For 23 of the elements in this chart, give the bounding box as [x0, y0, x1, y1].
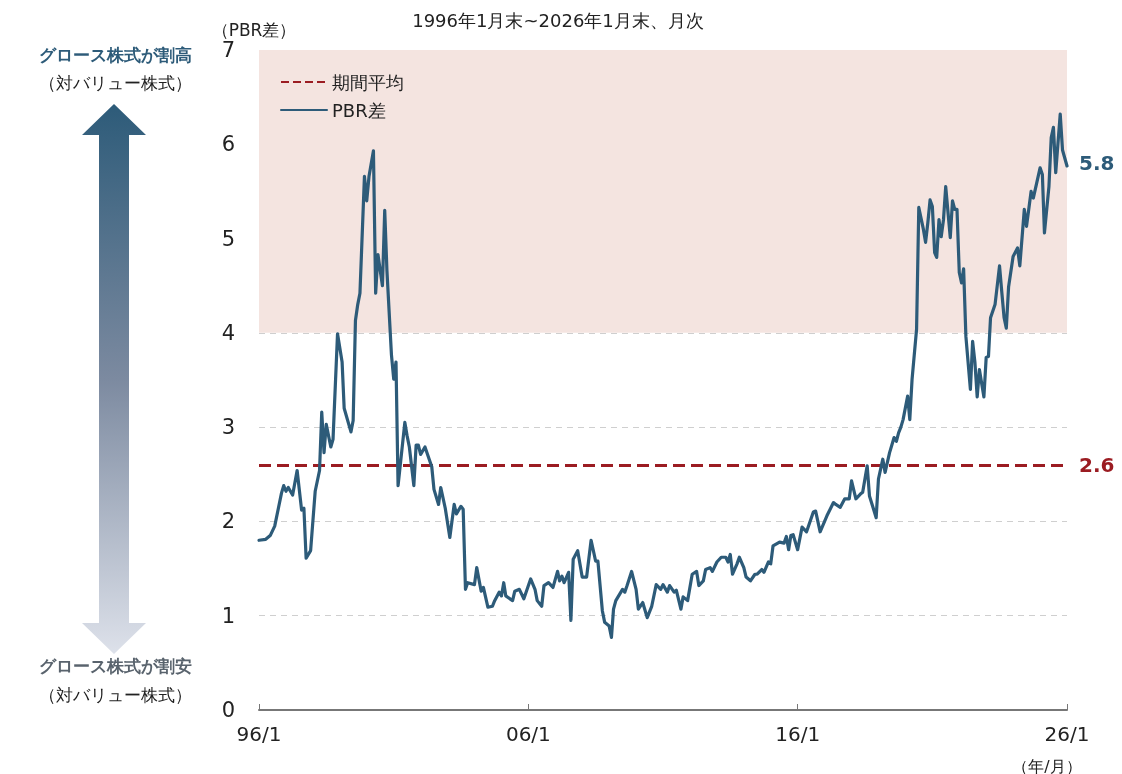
- x-tick-label: 96/1: [236, 722, 282, 746]
- text: （対バリュー株式）: [37, 72, 193, 95]
- x-axis-title: （年/月）: [1012, 756, 1082, 774]
- text: （対バリュー株式）: [38, 685, 192, 705]
- x-tick-label: 16/1: [775, 722, 821, 746]
- y-tick-label: 3: [221, 415, 235, 440]
- chart-title: 1996年1月末~2026年1月末、月次: [412, 9, 704, 31]
- y-tick-label: 7: [221, 38, 235, 62]
- text: グロース株式が割高: [38, 45, 192, 65]
- y-tick-label: 6: [221, 132, 235, 157]
- x-tick-label: 06/1: [505, 722, 551, 746]
- y-axis-title: （PBR差）: [211, 19, 297, 40]
- y-tick-label: 2: [221, 509, 235, 534]
- annotation: 5.8: [1079, 151, 1115, 176]
- y-tick-label: 0: [221, 698, 235, 722]
- x-tick-label: 26/1: [1044, 722, 1090, 746]
- y-tick-label: 5: [221, 226, 235, 251]
- legend-label: PBR差: [332, 99, 386, 121]
- annotation: 2.6: [1079, 452, 1115, 477]
- text: グロース株式が割安: [37, 655, 193, 678]
- y-tick-label: 1: [221, 603, 235, 628]
- legend-label: 期間平均: [332, 71, 404, 93]
- y-tick-label: 4: [221, 320, 235, 345]
